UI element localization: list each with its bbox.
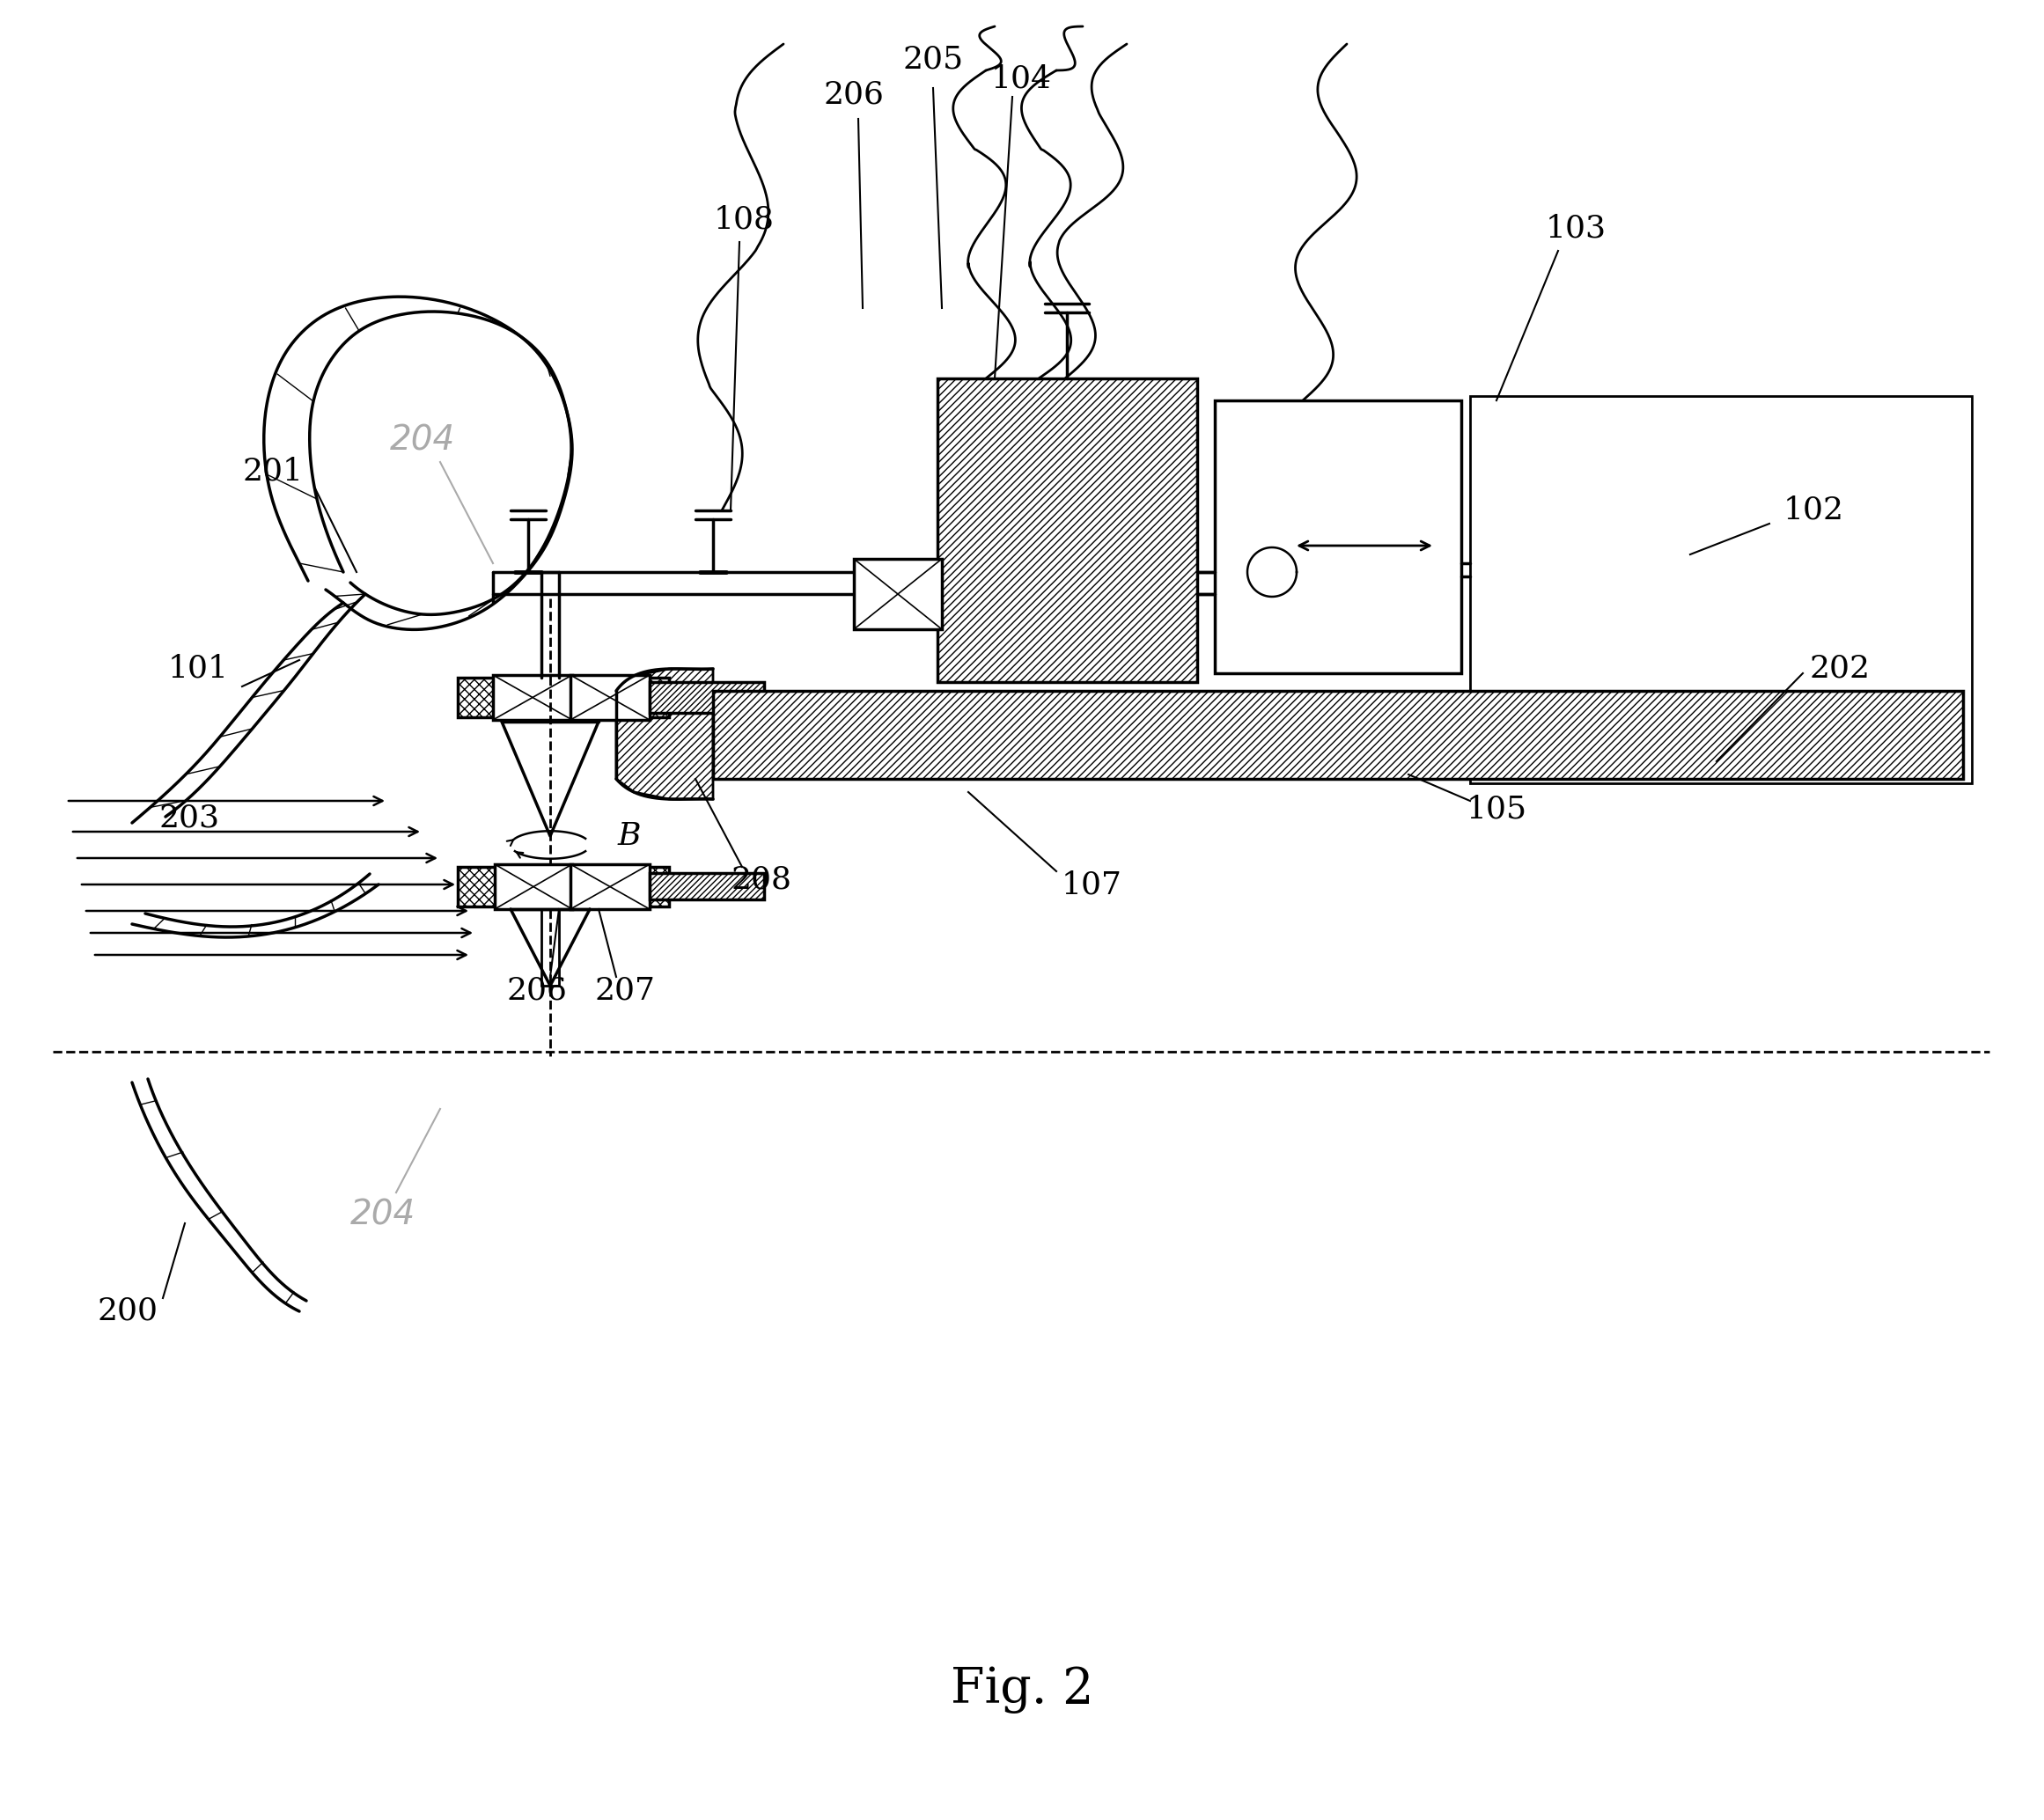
Bar bbox=[854, 559, 942, 630]
Bar bbox=[1470, 397, 1972, 783]
Text: 206: 206 bbox=[507, 976, 568, 1005]
Bar bbox=[458, 866, 668, 906]
Text: 102: 102 bbox=[1782, 495, 1844, 526]
Text: 205: 205 bbox=[903, 46, 963, 75]
Text: Fig. 2: Fig. 2 bbox=[950, 1665, 1094, 1714]
Text: 108: 108 bbox=[713, 206, 775, 235]
Bar bbox=[1214, 400, 1461, 673]
Text: 101: 101 bbox=[168, 653, 229, 684]
Bar bbox=[495, 864, 572, 910]
Bar bbox=[570, 864, 650, 910]
Text: 104: 104 bbox=[991, 64, 1051, 95]
Text: 105: 105 bbox=[1466, 795, 1527, 824]
Text: 204: 204 bbox=[350, 1198, 415, 1230]
Text: 103: 103 bbox=[1545, 215, 1607, 244]
Text: 204: 204 bbox=[390, 424, 456, 457]
Text: 201: 201 bbox=[243, 455, 303, 486]
Bar bbox=[938, 379, 1198, 682]
Text: 207: 207 bbox=[595, 976, 656, 1005]
Text: 206: 206 bbox=[824, 80, 885, 109]
Text: 107: 107 bbox=[1061, 870, 1122, 899]
Text: 208: 208 bbox=[732, 864, 791, 895]
Text: B: B bbox=[617, 821, 642, 852]
Bar bbox=[570, 675, 650, 721]
Text: 203: 203 bbox=[159, 803, 219, 834]
Bar bbox=[713, 692, 1962, 779]
Bar bbox=[493, 675, 572, 721]
Bar bbox=[458, 677, 668, 717]
Polygon shape bbox=[615, 670, 713, 799]
Text: 202: 202 bbox=[1809, 653, 1870, 684]
Bar bbox=[650, 874, 764, 899]
Bar bbox=[650, 682, 764, 713]
Text: 200: 200 bbox=[98, 1296, 157, 1327]
